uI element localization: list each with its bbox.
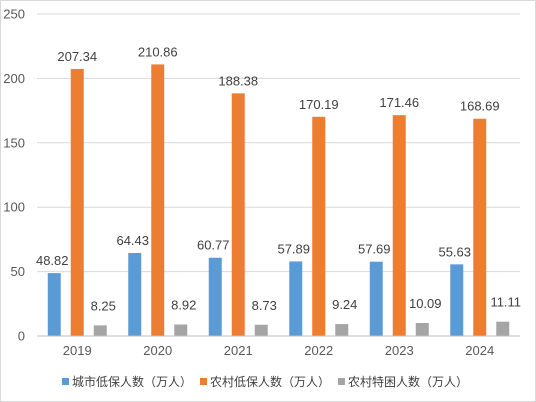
- bar-series-3-2023: [415, 323, 429, 336]
- legend: 城市低保人数（万人） 农村低保人数（万人） 农村特困人数（万人）: [62, 374, 468, 389]
- y-tick-label: 100: [3, 200, 25, 215]
- y-axis-ticks: 0 50 100 150 200 250: [3, 7, 25, 344]
- x-tick-label: 2021: [224, 343, 253, 358]
- data-label-series-2: 170.19: [299, 97, 339, 112]
- legend-swatch-1: [62, 378, 69, 385]
- bar-series-3-2022: [335, 324, 349, 336]
- bar-series-1-2023: [369, 261, 383, 336]
- data-label-series-2: 188.38: [218, 73, 258, 88]
- data-label-series-2: 210.86: [138, 44, 178, 59]
- data-label-series-3: 8.73: [252, 298, 277, 313]
- bar-series-1-2024: [450, 264, 464, 336]
- data-label-series-2: 207.34: [57, 49, 97, 64]
- data-label-series-3: 10.09: [409, 296, 442, 311]
- legend-label-1: 城市低保人数（万人）: [72, 374, 192, 389]
- bar-series-2-2024: [473, 118, 487, 336]
- bar-series-3-2020: [174, 324, 188, 336]
- bar-series-1-2020: [128, 253, 142, 336]
- x-tick-label: 2020: [143, 343, 172, 358]
- bar-series-2-2023: [392, 115, 406, 337]
- bar-series-2-2019: [70, 68, 84, 337]
- legend-label-2: 农村低保人数（万人）: [210, 374, 330, 389]
- data-label-series-3: 11.11: [490, 295, 521, 310]
- data-label-series-2: 168.69: [460, 99, 500, 114]
- y-tick-label: 200: [3, 71, 25, 86]
- x-tick-label: 2023: [385, 343, 414, 358]
- data-labels: 48.82 207.34 8.25 64.43 210.86 8.92 60.77 188.3…: [36, 44, 521, 313]
- data-label-series-1: 57.89: [277, 241, 310, 256]
- bar-series-1-2021: [208, 257, 222, 336]
- bar-series-1-2019: [47, 273, 61, 336]
- legend-label-3: 农村特困人数（万人）: [348, 374, 468, 389]
- data-label-series-1: 57.69: [358, 242, 391, 257]
- y-tick-label: 0: [18, 329, 25, 344]
- bar-series-3-2021: [254, 324, 268, 336]
- data-label-series-1: 60.77: [197, 238, 230, 253]
- legend-swatch-3: [338, 378, 345, 385]
- data-label-series-1: 48.82: [36, 253, 69, 268]
- data-label-series-1: 64.43: [116, 233, 149, 248]
- bar-series-3-2019: [93, 325, 107, 336]
- data-label-series-3: 8.92: [171, 298, 196, 313]
- bar-series-1-2022: [289, 261, 303, 336]
- bars: [47, 64, 510, 337]
- data-label-series-3: 8.25: [91, 298, 116, 313]
- y-tick-label: 250: [3, 7, 25, 22]
- data-label-series-3: 9.24: [332, 297, 357, 312]
- bar-series-2-2022: [312, 116, 326, 336]
- data-label-series-2: 171.46: [379, 95, 419, 110]
- legend-swatch-2: [200, 378, 207, 385]
- x-tick-label: 2024: [465, 343, 494, 358]
- y-tick-label: 150: [3, 135, 25, 150]
- bar-series-2-2020: [151, 64, 165, 336]
- gridlines: [37, 13, 520, 273]
- y-tick-label: 50: [11, 264, 25, 279]
- x-tick-label: 2019: [63, 343, 92, 358]
- bar-series-3-2024: [496, 321, 510, 336]
- data-label-series-1: 55.63: [438, 244, 471, 259]
- x-tick-label: 2022: [304, 343, 333, 358]
- x-axis-ticks: 2019 2020 2021 2022 2023 2024: [63, 343, 494, 358]
- bar-series-2-2021: [231, 93, 245, 336]
